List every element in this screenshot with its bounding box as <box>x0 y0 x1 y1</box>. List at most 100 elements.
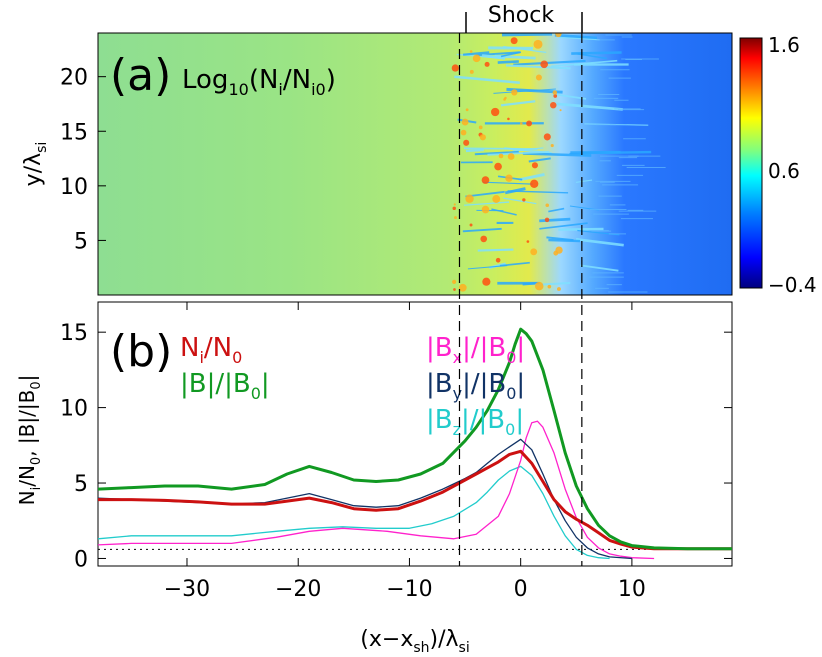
heatmap-spot <box>543 133 551 141</box>
heatmap-spot <box>511 89 518 96</box>
heatmap-streak <box>575 237 624 247</box>
panel-b: −30 −20 −10 0 10 0 5 10 15 (b) Ni/N0|B|/|B0| |Bx|… <box>15 301 733 602</box>
heatmap-streak <box>580 264 619 272</box>
heatmap-spot <box>453 288 456 291</box>
legend-entry: Ni/N0 <box>180 333 242 367</box>
heatmap-streak <box>462 227 502 233</box>
heatmap-spot <box>545 203 550 208</box>
heatmap-spot <box>469 50 473 53</box>
heatmap-spot <box>553 94 558 98</box>
heatmap-streak <box>462 51 490 56</box>
heatmap-streak <box>493 88 556 94</box>
heatmap-streak <box>546 236 574 242</box>
heatmap-spot <box>533 39 543 49</box>
heatmap-streak <box>575 179 593 183</box>
heatmap-spot <box>469 223 473 227</box>
heatmap-spot <box>505 174 513 182</box>
heatmap-streak <box>577 53 607 60</box>
heatmap-spot <box>531 162 538 169</box>
heatmap-spot <box>530 179 539 188</box>
b-y-tick-label: 15 <box>60 321 88 346</box>
b-y-tick-label: 5 <box>74 472 88 497</box>
shock-label: Shock <box>488 3 554 28</box>
heatmap-streak <box>503 197 537 205</box>
heatmap-streak <box>539 222 588 230</box>
b-x-tick-label: −20 <box>275 577 321 602</box>
heatmap-spot <box>555 33 562 38</box>
heatmap-spot <box>522 198 526 202</box>
heatmap-spot <box>452 279 457 285</box>
colorbar: 1.6 0.6 −0.4 <box>739 33 817 297</box>
heatmap-spot <box>453 203 456 206</box>
heatmap-streak <box>522 152 592 157</box>
heatmap-spot <box>478 125 483 130</box>
heatmap-spot <box>484 61 490 67</box>
panel-a-y-axis-label: y/λsi <box>21 142 50 187</box>
heatmap-spot <box>535 74 542 81</box>
series-line-Bx <box>98 420 655 560</box>
heatmap-spot <box>494 162 502 171</box>
heatmap-streak <box>500 51 522 58</box>
heatmap-streak <box>499 261 530 267</box>
heatmap-streak <box>482 181 533 185</box>
panel-b-y-axis-label: Ni/N0, |B|/|B0| <box>15 375 44 506</box>
b-y-tick-label: 10 <box>60 397 88 422</box>
heatmap-streak <box>552 93 587 100</box>
heatmap-streak <box>465 148 484 153</box>
heatmap-streak <box>582 150 652 155</box>
heatmap-spot <box>544 217 550 223</box>
heatmap-spot <box>451 64 459 72</box>
heatmap-spot <box>550 143 554 148</box>
heatmap-spot <box>461 118 469 126</box>
heatmap-spot <box>559 109 562 112</box>
heatmap-spot <box>465 194 474 203</box>
heatmap-spot <box>526 240 530 243</box>
heatmap-spot <box>491 107 500 117</box>
panel-a-frame <box>97 32 733 296</box>
heatmap-spot <box>530 248 538 256</box>
heatmap-streak <box>500 100 536 107</box>
heatmap-spot <box>452 206 456 211</box>
heatmap-spot <box>458 283 467 292</box>
a-y-tick-label: 15 <box>60 120 88 145</box>
a-y-tick-label: 20 <box>60 66 88 91</box>
heatmap-spot <box>481 205 490 214</box>
heatmap-streak <box>464 201 510 206</box>
heatmap-spot <box>482 277 491 286</box>
heatmap-streak <box>571 51 622 55</box>
colorbar-tick-min: −0.4 <box>768 273 817 297</box>
heatmap-spot <box>481 176 490 184</box>
heatmap-spot <box>469 69 474 74</box>
legend-entry: |B|/|B0| <box>180 369 270 403</box>
series-line-Ni <box>98 449 732 551</box>
panel-a: 5 10 15 20 (a) Log10(Ni/Ni0) y/λsi <box>21 32 733 296</box>
heatmap-spot <box>540 60 549 69</box>
heatmap-streak <box>556 102 623 111</box>
legend: Ni/N0|B|/|B0| |Bx|/|B0||By|/|B0||Bz|/|B0| <box>180 333 525 439</box>
panel-b-label: (b) <box>110 326 172 377</box>
heatmap-spot <box>519 122 523 125</box>
heatmap-spot <box>553 250 559 256</box>
colorbar-tick-mid: 0.6 <box>768 159 800 183</box>
series-line-Bz <box>98 465 610 560</box>
b-x-tick-label: −10 <box>386 577 432 602</box>
heatmap-spot <box>498 153 504 159</box>
heatmap-streak <box>497 60 519 64</box>
heatmap-spot <box>463 139 470 146</box>
heatmap-streak <box>477 248 514 252</box>
heatmap-streak <box>528 157 551 163</box>
x-axis-label: (x−xsh)/λsi <box>360 627 469 656</box>
heatmap-spot <box>510 37 518 45</box>
heatmap-spot <box>547 284 552 289</box>
panel-a-y-ticks: 5 10 15 20 <box>60 66 106 254</box>
heatmap-streak <box>539 217 571 223</box>
heatmap-spot <box>504 96 507 100</box>
heatmap-field <box>98 33 732 295</box>
heatmap-streak <box>505 64 571 70</box>
heatmap-streak <box>501 33 553 37</box>
b-x-tick-label: −30 <box>164 577 210 602</box>
heatmap-spot <box>550 101 557 109</box>
heatmap-streak <box>474 150 519 156</box>
legend-entry: |Bx|/|B0| <box>426 333 525 367</box>
heatmap-streak <box>491 208 517 216</box>
